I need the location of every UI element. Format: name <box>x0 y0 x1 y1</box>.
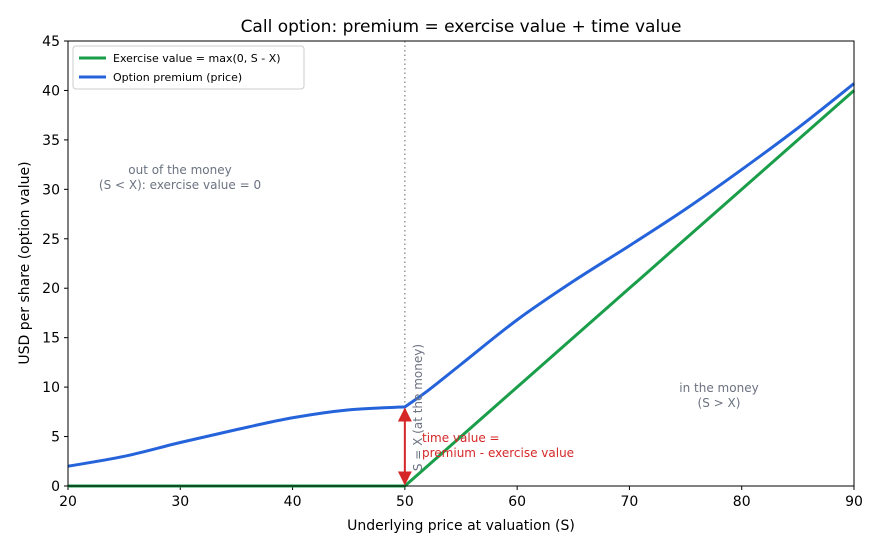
x-tick-label: 70 <box>621 494 639 510</box>
series-line-option-premium <box>67 82 855 468</box>
series-layer <box>67 82 855 488</box>
in-the-money-label-line1: in the money <box>679 381 758 395</box>
legend-box <box>72 45 305 90</box>
y-tick-label: 5 <box>51 430 60 446</box>
y-tick-label: 30 <box>42 182 60 198</box>
y-tick-label: 20 <box>42 281 60 297</box>
y-tick-label: 40 <box>42 83 60 99</box>
x-axis-label: Underlying price at valuation (S) <box>347 518 575 534</box>
y-axis: 0 5 10 15 20 25 30 35 40 45 <box>42 34 68 495</box>
y-tick-label: 15 <box>42 331 60 347</box>
plot-frame <box>67 40 855 487</box>
y-axis-label: USD per share (option value) <box>17 161 33 364</box>
at-the-money-label: S = X (at the money) <box>411 344 425 471</box>
y-tick-label: 45 <box>42 34 60 50</box>
y-tick-label: 35 <box>42 133 60 149</box>
x-tick-label: 90 <box>845 494 863 510</box>
legend: Exercise value = max(0, S - X) Option pr… <box>72 45 305 90</box>
x-tick-label: 40 <box>284 494 302 510</box>
x-axis: 20 30 40 50 60 70 80 90 <box>59 486 863 510</box>
y-tick-label: 0 <box>51 479 60 495</box>
out-of-the-money-label-line2: (S < X): exercise value = 0 <box>99 178 261 192</box>
time-value-label-line2: premium - exercise value <box>422 446 574 460</box>
legend-label-exercise-value: Exercise value = max(0, S - X) <box>113 52 281 65</box>
x-tick-label: 60 <box>508 494 526 510</box>
x-tick-label: 20 <box>59 494 77 510</box>
x-tick-label: 30 <box>171 494 189 510</box>
series-line-exercise-value <box>68 89 855 488</box>
chart-title: Call option: premium = exercise value + … <box>241 17 682 37</box>
x-tick-label: 80 <box>733 494 751 510</box>
time-value-label-line1: time value = <box>422 431 500 445</box>
in-the-money-label-line2: (S > X) <box>698 396 741 410</box>
x-tick-label: 50 <box>396 494 414 510</box>
legend-label-option-premium: Option premium (price) <box>113 71 242 84</box>
y-tick-label: 25 <box>42 232 60 248</box>
y-tick-label: 10 <box>42 380 60 396</box>
out-of-the-money-label-line1: out of the money <box>128 163 231 177</box>
